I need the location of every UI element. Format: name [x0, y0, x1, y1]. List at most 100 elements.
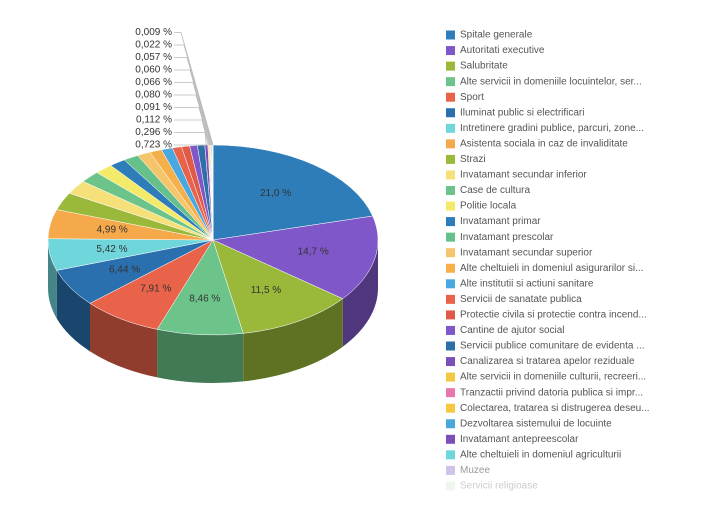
data-labels: 21,0 % 14,7 % 11,5 % 8,46 % 7,91 %6,44 % 5,42…: [96, 27, 328, 304]
legend-label: Case de cultura: [460, 185, 530, 196]
legend-swatch: [446, 341, 455, 351]
legend-item[interactable]: Alte cheltuieli in domeniul asigurarilor…: [446, 263, 643, 274]
leader-line: [174, 32, 214, 146]
legend-item[interactable]: Invatamant secundar superior: [446, 247, 593, 258]
legend-item[interactable]: Protectie civila si protectie contra inc…: [446, 310, 647, 321]
data-label: 0,022 %: [135, 40, 172, 51]
data-label: 7,91 %: [140, 283, 171, 294]
legend-item[interactable]: Muzee: [446, 465, 490, 476]
data-label: 6,44 %: [109, 264, 140, 275]
legend-swatch: [446, 217, 455, 227]
pie-side: [89, 303, 158, 378]
data-label: 5,42 %: [96, 244, 127, 255]
legend-label: Alte servicii in domeniile culturii, rec…: [460, 372, 646, 383]
data-label: 0,091 %: [135, 102, 172, 113]
pie-side: [342, 240, 378, 347]
legend-swatch: [446, 46, 455, 56]
legend-label: Cantine de ajutor social: [460, 325, 565, 336]
legend-item[interactable]: Iluminat public si electrificari: [446, 107, 585, 118]
legend-item[interactable]: Tranzactii privind datoria publica si im…: [446, 387, 643, 398]
legend-label: Intretinere gradini publice, parcuri, zo…: [460, 123, 644, 134]
leader-line: [174, 94, 211, 146]
legend-item[interactable]: Invatamant antepreescolar: [446, 434, 579, 445]
data-label: 0,080 %: [135, 90, 172, 101]
legend-label: Servicii de sanatate publica: [460, 294, 582, 305]
legend-item[interactable]: Alte servicii in domeniile culturii, rec…: [446, 372, 646, 383]
legend-swatch: [446, 77, 455, 87]
legend-item[interactable]: Invatamant secundar inferior: [446, 170, 587, 181]
legend-label: Servicii religioase: [460, 481, 538, 492]
legend-label: Iluminat public si electrificari: [460, 107, 585, 118]
pie-slice[interactable]: [212, 215, 379, 299]
legend-label: Invatamant prescolar: [460, 232, 554, 243]
legend-item[interactable]: Spitale generale: [446, 30, 533, 41]
legend-label: Invatamant primar: [460, 216, 541, 227]
legend-swatch: [446, 465, 455, 475]
legend-label: Invatamant secundar inferior: [460, 170, 587, 181]
legend-swatch: [446, 154, 455, 164]
legend-label: Invatamant secundar superior: [460, 247, 593, 258]
legend-swatch: [446, 294, 455, 304]
legend-label: Salubritate: [460, 61, 508, 72]
legend-label: Canalizarea si tratarea apelor reziduale: [460, 356, 635, 367]
leader-line: [174, 57, 213, 146]
legend-swatch: [446, 403, 455, 413]
legend-swatch: [446, 170, 455, 180]
legend-item[interactable]: Intretinere gradini publice, parcuri, zo…: [446, 123, 644, 134]
legend-swatch: [446, 61, 455, 71]
legend-item[interactable]: Alte servicii in domeniile locuintelor, …: [446, 76, 642, 87]
legend-swatch: [446, 30, 455, 40]
legend-item[interactable]: Invatamant primar: [446, 216, 541, 227]
legend-swatch: [446, 419, 455, 429]
legend-item[interactable]: Servicii religioase: [446, 481, 538, 492]
legend-item[interactable]: Autoritati executive: [446, 45, 545, 56]
pie-slice[interactable]: [212, 144, 374, 241]
legend-item[interactable]: Politie locala: [446, 201, 517, 212]
legend-label: Spitale generale: [460, 30, 533, 41]
legend-swatch: [446, 357, 455, 367]
legend-item[interactable]: Cantine de ajutor social: [446, 325, 565, 336]
legend-label: Sport: [460, 92, 484, 103]
legend-label: Tranzactii privind datoria publica si im…: [460, 387, 643, 398]
pie-side: [157, 329, 244, 384]
legend-item[interactable]: Dezvoltarea sistemului de locuinte: [446, 418, 612, 429]
legend-item[interactable]: Alte cheltuieli in domeniul agriculturii: [446, 449, 621, 460]
legend-item[interactable]: Canalizarea si tratarea apelor reziduale: [446, 356, 635, 367]
pie-slice[interactable]: [156, 239, 244, 336]
leader-line: [174, 82, 212, 146]
pie-side: [243, 298, 343, 382]
legend-label: Colectarea, tratarea si distrugerea dese…: [460, 403, 650, 414]
data-label: 0,057 %: [135, 52, 172, 63]
data-label: 11,5 %: [251, 285, 281, 296]
legend-item[interactable]: Invatamant prescolar: [446, 232, 554, 243]
legend-item[interactable]: Servicii publice comunitare de evidenta …: [446, 341, 645, 352]
data-label: 14,7 %: [298, 247, 329, 258]
legend-item[interactable]: Case de cultura: [446, 185, 530, 196]
legend-item[interactable]: Colectarea, tratarea si distrugerea dese…: [446, 403, 650, 414]
legend-label: Autoritati executive: [460, 45, 545, 56]
pie-slice[interactable]: [212, 239, 344, 334]
legend-label: Politie locala: [460, 201, 517, 212]
legend-swatch: [446, 372, 455, 382]
legend-label: Muzee: [460, 465, 490, 476]
data-label: 0,296 %: [135, 127, 172, 138]
legend-item[interactable]: Asistenta sociala in caz de invaliditate: [446, 138, 628, 149]
data-label: 0,060 %: [135, 65, 172, 76]
legend-swatch: [446, 139, 455, 149]
data-label: 21,0 %: [260, 188, 291, 199]
legend-label: Asistenta sociala in caz de invaliditate: [460, 138, 628, 149]
legend-item[interactable]: Salubritate: [446, 61, 508, 72]
legend-label: Servicii publice comunitare de evidenta …: [460, 341, 645, 352]
leader-line: [174, 69, 213, 146]
legend-swatch: [446, 201, 455, 211]
legend-item[interactable]: Strazi: [446, 154, 486, 165]
legend-swatch: [446, 279, 455, 289]
legend-label: Alte servicii in domeniile locuintelor, …: [460, 76, 642, 87]
legend-item[interactable]: Servicii de sanatate publica: [446, 294, 582, 305]
legend-item[interactable]: Sport: [446, 92, 484, 103]
legend-swatch: [446, 310, 455, 320]
legend-item[interactable]: Alte institutii si actiuni sanitare: [446, 278, 594, 289]
legend-swatch: [446, 325, 455, 335]
data-label: 0,066 %: [135, 77, 172, 88]
